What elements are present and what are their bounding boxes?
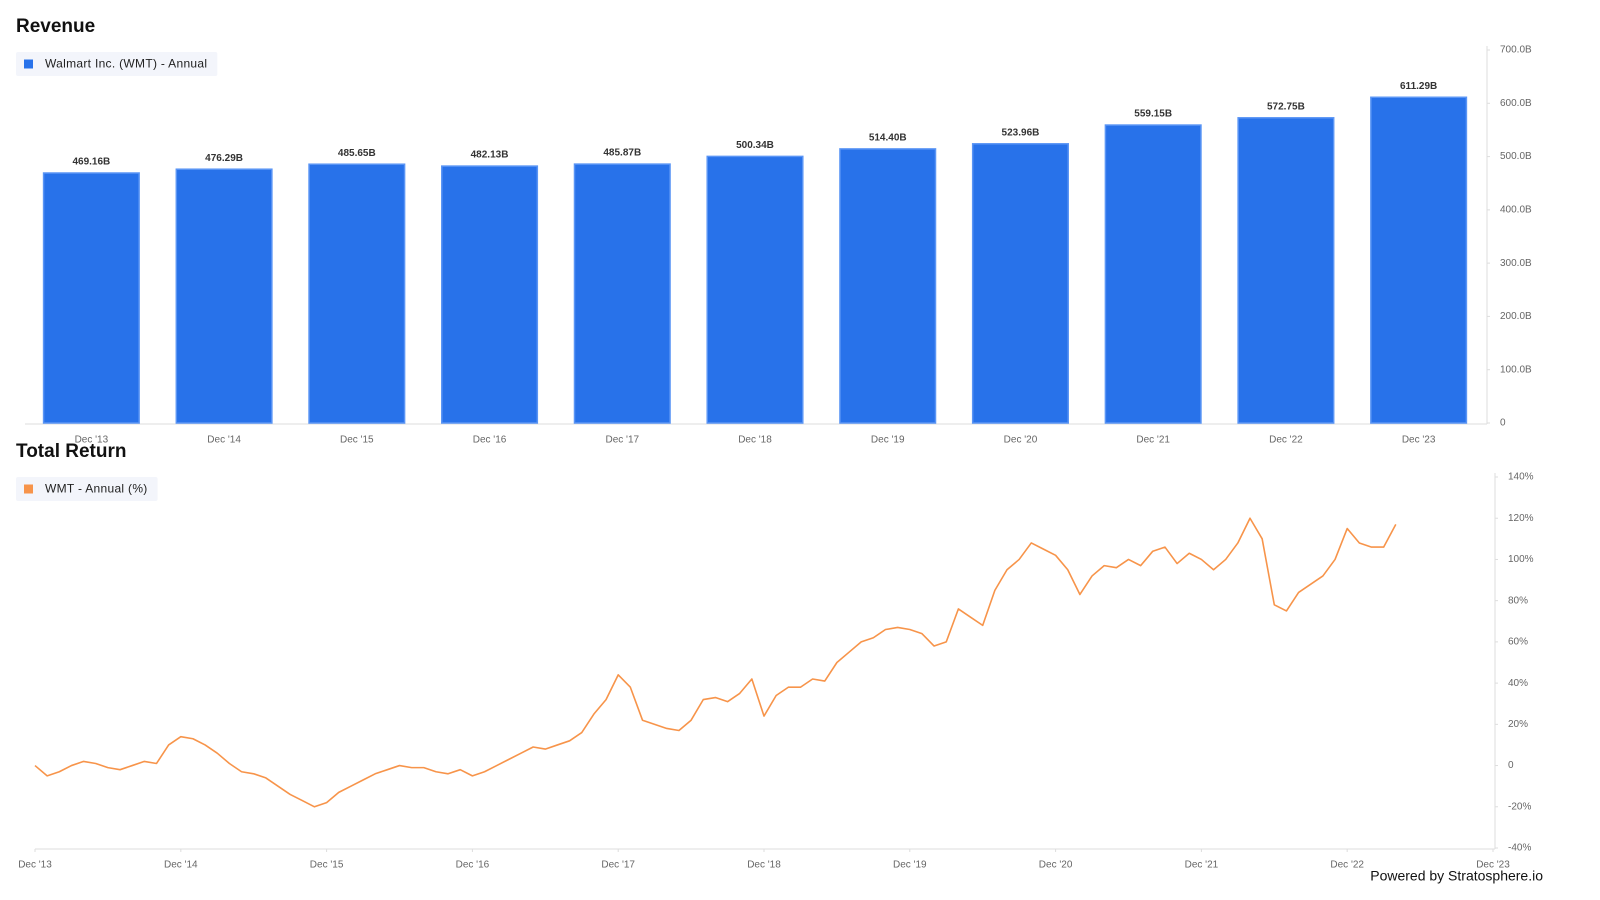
bar-value-label: 485.87B	[603, 148, 641, 159]
x-tick-label: Dec '22	[1330, 860, 1364, 871]
legend-box	[16, 477, 158, 501]
bar	[1104, 124, 1202, 424]
y-tick-label: 60%	[1508, 637, 1528, 648]
x-tick-label: Dec '18	[747, 860, 781, 871]
bar-value-label: 485.65B	[338, 148, 376, 159]
x-tick-label: Dec '14	[164, 860, 198, 871]
legend-swatch	[24, 484, 33, 494]
x-tick-label: Dec '23	[1402, 435, 1436, 446]
y-tick-label: 20%	[1508, 719, 1528, 730]
y-tick-label: 120%	[1508, 513, 1534, 524]
bar-value-label: 611.29B	[1400, 81, 1437, 92]
x-tick-label: Dec '23	[1476, 860, 1510, 871]
y-tick-label: 700.0B	[1500, 45, 1532, 56]
bar-value-label: 572.75B	[1267, 101, 1305, 112]
bar-value-label: 476.29B	[205, 153, 243, 164]
bar	[573, 163, 671, 424]
x-tick-label: Dec '19	[871, 435, 905, 446]
bar-value-label: 482.13B	[471, 150, 509, 161]
y-tick-label: 400.0B	[1500, 204, 1532, 215]
y-tick-label: 80%	[1508, 595, 1528, 606]
x-tick-label: Dec '17	[601, 860, 635, 871]
bar	[706, 155, 804, 424]
legend-label: WMT - Annual (%)	[45, 482, 148, 496]
x-tick-label: Dec '19	[893, 860, 927, 871]
x-tick-label: Dec '17	[605, 435, 639, 446]
bar-value-label: 514.40B	[869, 133, 907, 144]
bar-value-label: 469.16B	[72, 157, 110, 168]
bar-value-label: 559.15B	[1134, 109, 1172, 120]
legend-label: Walmart Inc. (WMT) - Annual	[45, 57, 207, 71]
x-tick-label: Dec '20	[1004, 435, 1038, 446]
x-tick-label: Dec '21	[1185, 860, 1219, 871]
x-tick-label: Dec '18	[738, 435, 772, 446]
x-tick-label: Dec '15	[310, 860, 344, 871]
y-tick-label: 0	[1508, 760, 1514, 771]
y-tick-label: -20%	[1508, 801, 1531, 812]
x-tick-label: Dec '20	[1039, 860, 1073, 871]
bar	[1370, 96, 1468, 424]
bar	[839, 148, 937, 424]
x-tick-label: Dec '14	[207, 435, 241, 446]
x-tick-label: Dec '16	[456, 860, 490, 871]
x-tick-label: Dec '16	[473, 435, 507, 446]
y-tick-label: 100.0B	[1500, 364, 1532, 375]
y-tick-label: 100%	[1508, 554, 1534, 565]
legend-box	[16, 52, 218, 76]
chart-title: Revenue	[16, 16, 95, 37]
y-tick-label: 500.0B	[1500, 151, 1532, 162]
chart-title: Total Return	[16, 441, 126, 462]
bar-value-label: 500.34B	[736, 140, 774, 151]
y-tick-label: 0	[1500, 418, 1506, 429]
y-tick-label: 200.0B	[1500, 311, 1532, 322]
y-tick-label: 140%	[1508, 472, 1534, 483]
legend-swatch	[24, 59, 33, 69]
y-tick-label: 600.0B	[1500, 98, 1532, 109]
x-tick-label: Dec '21	[1136, 435, 1170, 446]
y-tick-label: 300.0B	[1500, 258, 1532, 269]
footer: Powered by Stratosphere.io	[1370, 868, 1543, 884]
bar	[175, 168, 273, 424]
y-tick-label: -40%	[1508, 843, 1531, 854]
bar-value-label: 523.96B	[1002, 127, 1040, 138]
bar	[308, 163, 406, 424]
x-tick-label: Dec '13	[75, 435, 109, 446]
x-tick-label: Dec '13	[18, 860, 52, 871]
line-series	[34, 517, 1397, 808]
bar	[441, 165, 539, 424]
x-tick-label: Dec '22	[1269, 435, 1303, 446]
x-tick-label: Dec '15	[340, 435, 374, 446]
bar	[1237, 117, 1335, 424]
bar	[42, 172, 140, 424]
y-tick-label: 40%	[1508, 678, 1528, 689]
bar	[971, 143, 1069, 424]
